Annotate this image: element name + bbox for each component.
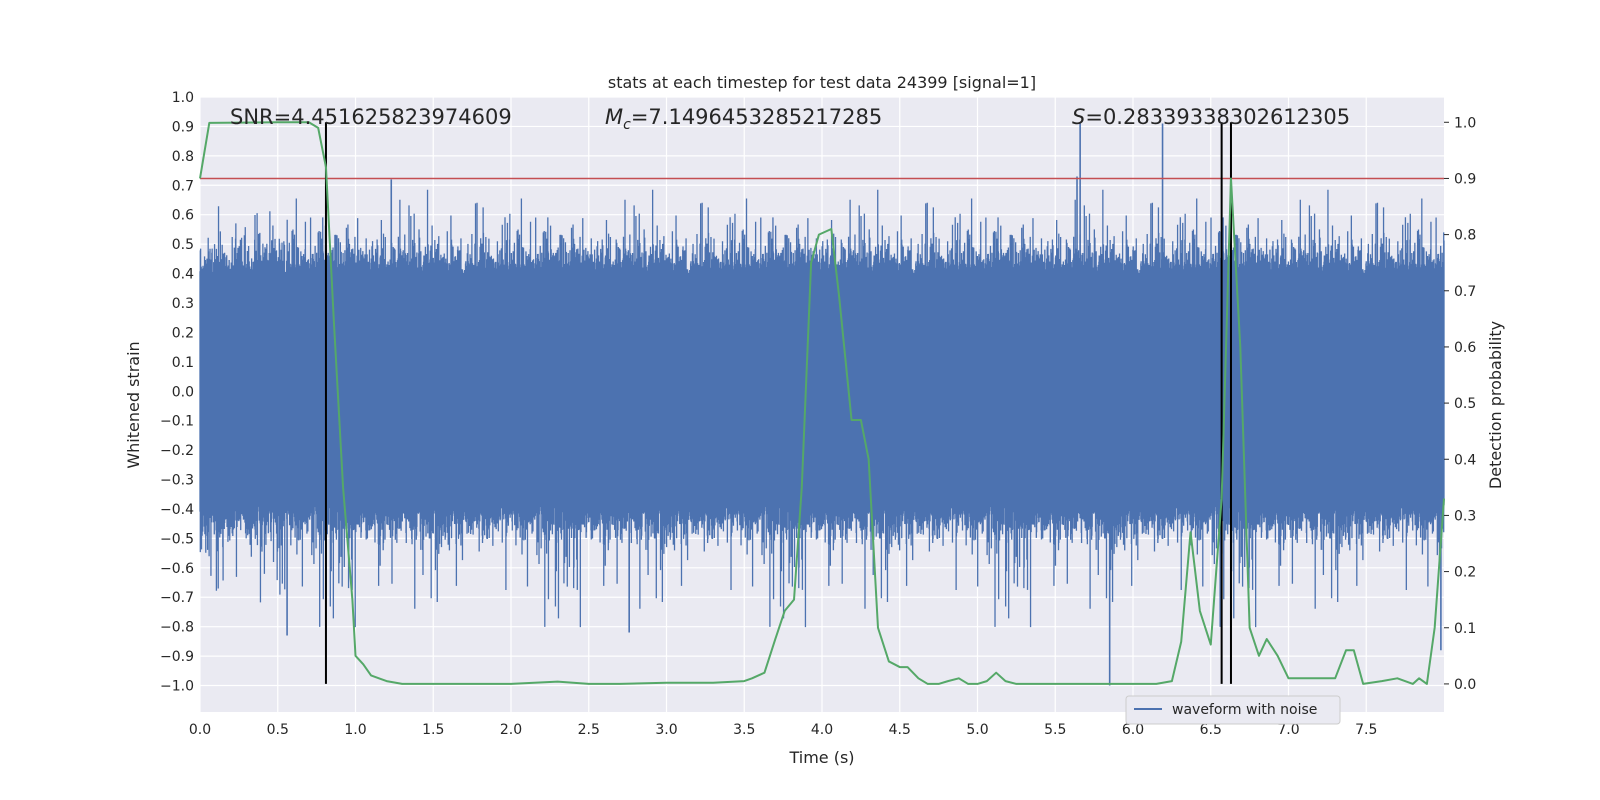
x-tick-label: 1.0: [344, 722, 366, 738]
left-y-tick-label: −0.5: [160, 531, 194, 547]
right-y-tick-label: 0.0: [1454, 677, 1476, 693]
x-tick-label: 0.0: [189, 722, 211, 738]
left-y-tick-label: −0.9: [160, 649, 194, 665]
chirp-mass-annotation: Mc=7.1496453285217285: [605, 105, 882, 133]
overlay-lines: [200, 122, 1444, 684]
left-y-tick-label: −0.2: [160, 443, 194, 459]
left-y-tick-label: −1.0: [160, 679, 194, 695]
right-y-tick-labels: 1.0 0.9 0.8 0.7 0.6 0.5 0.4 0.3 0.2 0.1 0.0: [1444, 115, 1476, 693]
right-y-tick-label: 0.7: [1454, 284, 1476, 300]
left-y-tick-label: 0.6: [172, 208, 194, 224]
left-y-tick-label: 0.5: [172, 237, 194, 253]
x-tick-label: 2.0: [500, 722, 522, 738]
left-y-tick-label: −0.6: [160, 561, 194, 577]
legend-box: [1125, 695, 1341, 725]
x-tick-label: 5.5: [1044, 722, 1066, 738]
statistic-symbol: S: [1072, 105, 1085, 129]
right-y-tick-label: 0.1: [1454, 621, 1476, 637]
snr-annotation: SNR=4.451625823974609: [230, 105, 512, 129]
probability-series: [199, 121, 1445, 685]
right-y-tick-label: 0.3: [1454, 508, 1476, 524]
x-tick-label: 3.5: [733, 722, 755, 738]
left-y-tick-label: 0.7: [172, 178, 194, 194]
right-y-tick-label: 0.2: [1454, 565, 1476, 581]
right-y-tick-label: 0.5: [1454, 396, 1476, 412]
right-y-tick-label: 0.8: [1454, 228, 1476, 244]
x-tick-label: 2.5: [578, 722, 600, 738]
right-y-tick-label: 1.0: [1454, 115, 1476, 131]
right-y-tick-label: 0.9: [1454, 171, 1476, 187]
x-tick-label: 6.0: [1122, 722, 1144, 738]
left-y-tick-label: 0.8: [172, 149, 194, 165]
x-tick-label: 7.0: [1277, 722, 1299, 738]
waveform-series: [199, 123, 1445, 686]
detection-probability-line: [199, 121, 1445, 685]
left-y-tick-label: 1.0: [172, 90, 194, 106]
x-axis-label: Time (s): [788, 748, 854, 767]
left-y-tick-label: 0.3: [172, 296, 194, 312]
statistic-annotation: S=0.28339338302612305: [1072, 105, 1350, 129]
left-y-tick-label: −0.8: [160, 620, 194, 636]
chirp-mass-symbol: M: [605, 105, 623, 129]
chirp-mass-subscript: c: [623, 117, 631, 133]
left-y-tick-label: 0.1: [172, 355, 194, 371]
statistic-value: =0.28339338302612305: [1085, 105, 1350, 129]
x-tick-label: 0.5: [267, 722, 289, 738]
x-tick-label: 1.5: [422, 722, 444, 738]
left-y-tick-label: −0.3: [160, 473, 194, 489]
left-y-tick-label: 0.4: [172, 267, 194, 283]
x-tick-label: 6.5: [1200, 722, 1222, 738]
right-y-tick-label: 0.6: [1454, 340, 1476, 356]
left-y-tick-label: −0.4: [160, 502, 194, 518]
x-tick-labels: 0.0 0.5 1.0 1.5 2.0 2.5 3.0 3.5 4.0 4.5 5.0 5.5 6.0 6…: [189, 722, 1378, 738]
legend: waveform with noise: [1125, 695, 1341, 725]
legend-label-waveform: waveform with noise: [1172, 702, 1317, 718]
left-y-axis-label: Whitened strain: [124, 341, 143, 468]
left-y-tick-label: 0.2: [172, 325, 194, 341]
left-y-tick-labels: 1.0 0.9 0.8 0.7 0.6 0.5 0.4 0.3 0.2 0.1 0.0 −0.1 −0.…: [160, 90, 194, 695]
x-tick-label: 7.5: [1355, 722, 1377, 738]
chart-title: stats at each timestep for test data 243…: [608, 73, 1036, 92]
x-tick-label: 3.0: [655, 722, 677, 738]
x-tick-label: 5.0: [966, 722, 988, 738]
right-y-tick-label: 0.4: [1454, 452, 1476, 468]
chirp-mass-value: =7.1496453285217285: [631, 105, 882, 129]
left-y-tick-label: 0.0: [172, 384, 194, 400]
right-y-axis-label: Detection probability: [1486, 321, 1505, 489]
left-y-tick-label: −0.7: [160, 590, 194, 606]
left-y-tick-label: −0.1: [160, 414, 194, 430]
left-y-tick-label: 0.9: [172, 119, 194, 135]
x-tick-label: 4.0: [811, 722, 833, 738]
x-tick-label: 4.5: [889, 722, 911, 738]
